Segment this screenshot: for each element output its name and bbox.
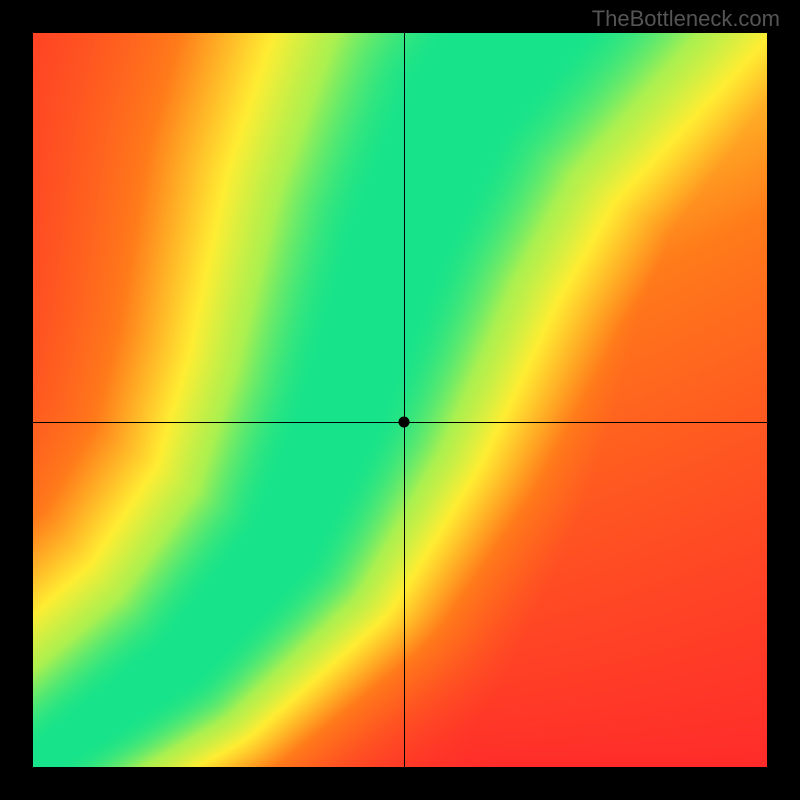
heatmap-canvas [33,33,767,767]
crosshair-marker-dot [398,417,409,428]
plot-area [33,33,767,767]
crosshair-vertical [404,33,405,767]
watermark-label: TheBottleneck.com [592,6,780,32]
chart-container: TheBottleneck.com [0,0,800,800]
